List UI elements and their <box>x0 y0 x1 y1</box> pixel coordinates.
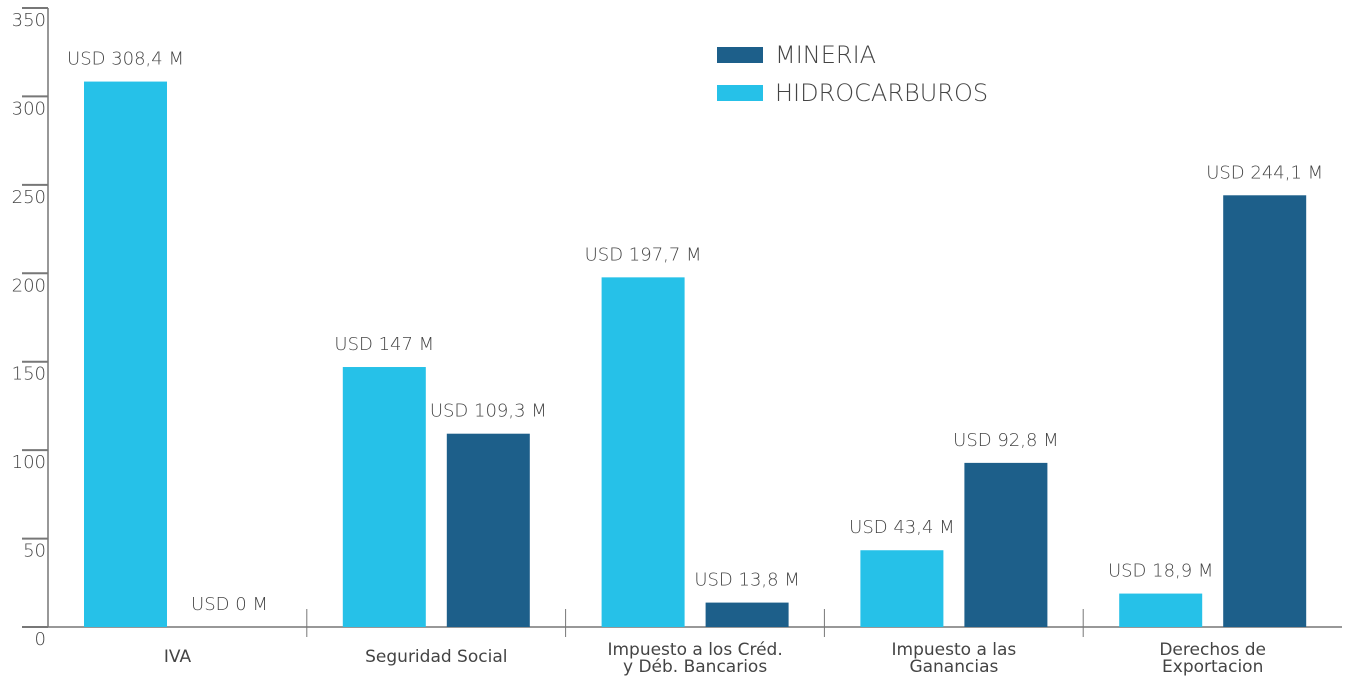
bar <box>84 81 167 627</box>
value-label: USD 197,7 M <box>585 244 702 265</box>
value-label: USD 244,1 M <box>1206 162 1323 183</box>
value-label: USD 13,8 M <box>694 570 800 591</box>
x-tick-label: Seguridad Social <box>365 647 508 667</box>
y-tick-label: 0 <box>35 629 46 650</box>
bar <box>342 367 426 627</box>
bar <box>860 550 944 627</box>
value-label: USD 308,4 M <box>67 49 184 70</box>
bar <box>601 277 685 627</box>
value-label: USD 109,3 M <box>430 401 547 422</box>
value-label: USD 18,9 M <box>1108 561 1214 582</box>
legend-swatch <box>717 47 763 63</box>
value-label: USD 0 M <box>191 594 268 615</box>
y-tick-label: 150 <box>12 364 46 385</box>
y-tick-label: 350 <box>12 10 46 31</box>
value-label: USD 92,8 M <box>953 430 1059 451</box>
legend-swatch <box>717 85 763 101</box>
legend-label: MINERIA <box>775 41 876 69</box>
x-tick-label: Impuesto a las Ganancias <box>891 640 1017 677</box>
bar <box>446 433 530 627</box>
y-tick-label: 250 <box>12 187 46 208</box>
y-tick-label: 50 <box>23 541 46 562</box>
x-tick-label: Derechos de Exportacion <box>1159 640 1267 677</box>
y-tick-label: 300 <box>12 98 46 119</box>
bar <box>964 462 1048 627</box>
bar <box>1119 593 1203 627</box>
y-tick-label: 200 <box>12 275 46 296</box>
x-tick-label: IVA <box>163 647 192 667</box>
value-label: USD 43,4 M <box>849 517 955 538</box>
x-tick-label: Impuesto a los Créd. y Déb. Bancarios <box>607 640 783 677</box>
y-tick-label: 100 <box>12 452 46 473</box>
value-label: USD 147 M <box>334 334 434 355</box>
bar <box>1223 195 1307 627</box>
bar <box>705 602 789 627</box>
legend-label: HIDROCARBUROS <box>775 79 988 107</box>
